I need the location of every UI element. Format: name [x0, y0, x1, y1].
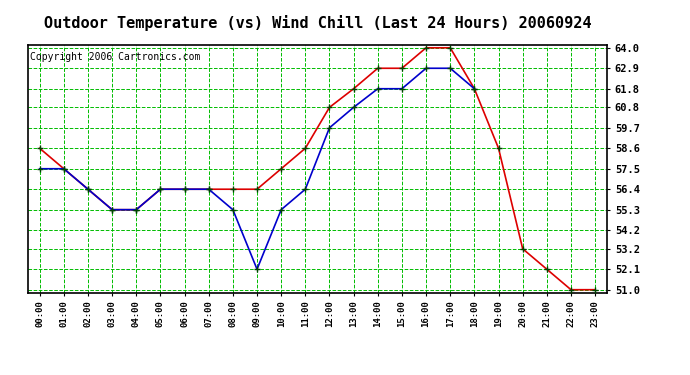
Text: Outdoor Temperature (vs) Wind Chill (Last 24 Hours) 20060924: Outdoor Temperature (vs) Wind Chill (Las… — [43, 15, 591, 31]
Text: Copyright 2006 Cartronics.com: Copyright 2006 Cartronics.com — [30, 53, 201, 62]
